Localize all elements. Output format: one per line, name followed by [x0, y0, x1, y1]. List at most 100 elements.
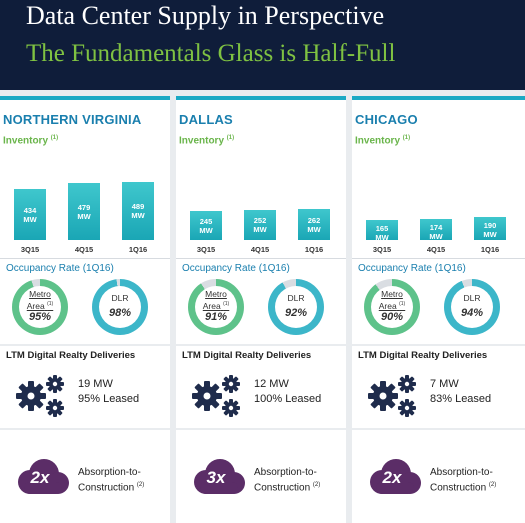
- occupancy-title: Occupancy Rate (1Q16): [182, 263, 290, 274]
- bar-category-label: 4Q15: [74, 245, 94, 254]
- gears-icon: [14, 372, 68, 420]
- metro-area-ring: Metro Area (1) 91%: [188, 279, 244, 335]
- absorption-label: Absorption-to-: [254, 467, 317, 478]
- metro-label: Metro: [381, 289, 403, 299]
- metro-area-ring: Metro Area (1) 90%: [364, 279, 420, 335]
- inventory-panel: NORTHERN VIRGINIA Inventory (1) 434 MW 3Q15 4…: [0, 96, 170, 260]
- ltm-mw-value: 19 MW: [78, 378, 113, 390]
- ltm-title: LTM Digital Realty Deliveries: [358, 350, 488, 361]
- bar-value-label: 489 MW: [131, 202, 145, 220]
- absorption-multiple: 2x: [382, 468, 402, 487]
- header-banner: Data Center Supply in Perspective The Fu…: [0, 0, 525, 90]
- inventory-bar-chart: 165 MW 3Q15 174 MW 4Q15 190 MW 1Q16: [352, 100, 525, 260]
- inventory-bar-chart: 245 MW 3Q15 252 MW 4Q15 262 MW 1Q16: [176, 100, 346, 260]
- occupancy-panel: Occupancy Rate (1Q16) Metro Area (1) 90% DLR…: [352, 258, 525, 344]
- inventory-panel: CHICAGO Inventory (1) 165 MW 3Q15 174 MW 4Q15 19…: [352, 96, 525, 260]
- area-label: Area (1): [202, 300, 230, 311]
- dlr-label: DLR: [463, 293, 481, 303]
- occupancy-title: Occupancy Rate (1Q16): [358, 263, 466, 274]
- construction-label: Construction (2): [430, 482, 497, 494]
- metro-label: Metro: [29, 289, 51, 299]
- occupancy-panel: Occupancy Rate (1Q16) Metro Area (1) 91% DLR…: [176, 258, 346, 344]
- dlr-ring: DLR 92%: [268, 279, 324, 335]
- absorption-multiple: 2x: [30, 468, 50, 487]
- market-name: DALLAS: [179, 112, 233, 127]
- dlr-occupancy-value: 94%: [460, 307, 484, 319]
- dlr-ring: DLR 98%: [92, 279, 148, 335]
- occupancy-title: Occupancy Rate (1Q16): [6, 263, 114, 274]
- bar-value-label: 165 MW: [375, 224, 389, 242]
- inventory-label: Inventory (1): [179, 135, 235, 147]
- inventory-bar: 252 MW: [244, 210, 276, 240]
- bar-category-label: 3Q15: [372, 245, 392, 254]
- area-label: Area (1): [26, 300, 54, 311]
- bar-category-label: 3Q15: [20, 245, 40, 254]
- inventory-bar: 434 MW: [14, 189, 46, 240]
- cloud-icon: [190, 458, 248, 498]
- inventory-label: Inventory (1): [3, 135, 59, 147]
- bar-category-label: 1Q16: [128, 245, 148, 254]
- bar-category-label: 3Q15: [196, 245, 216, 254]
- inventory-bar: 262 MW: [298, 209, 330, 240]
- absorption-multiple: 3x: [206, 468, 226, 487]
- gears-icon: [366, 372, 420, 420]
- bar-category-label: 4Q15: [426, 245, 446, 254]
- construction-label: Construction (2): [78, 482, 145, 494]
- page-subtitle: The Fundamentals Glass is Half-Full: [26, 40, 396, 67]
- dlr-label: DLR: [111, 293, 129, 303]
- absorption-label: Absorption-to-: [430, 467, 493, 478]
- absorption-panel: 3x Absorption-to- Construction (2): [176, 430, 346, 523]
- construction-label: Construction (2): [254, 482, 321, 494]
- occupancy-panel: Occupancy Rate (1Q16) Metro Area (1) 95% DLR…: [0, 258, 170, 344]
- ltm-leased-value: 100% Leased: [254, 393, 322, 405]
- metro-occupancy-value: 95%: [28, 311, 52, 323]
- inventory-bar: 165 MW: [366, 220, 398, 242]
- ltm-deliveries-panel: LTM Digital Realty Deliveries 7 MW 83% Lea…: [352, 346, 525, 428]
- bar-value-label: 434 MW: [23, 206, 37, 224]
- absorption-label: Absorption-to-: [78, 467, 141, 478]
- inventory-bar-chart: 434 MW 3Q15 479 MW 4Q15 489 MW 1Q16: [0, 100, 170, 260]
- market-name: NORTHERN VIRGINIA: [3, 112, 142, 127]
- absorption-panel: 2x Absorption-to- Construction (2): [352, 430, 525, 523]
- inventory-panel: DALLAS Inventory (1) 245 MW 3Q15 252 MW 4Q15 262…: [176, 96, 346, 260]
- cloud-icon: [366, 458, 424, 498]
- bar-value-label: 479 MW: [77, 203, 91, 221]
- area-label: Area (1): [378, 300, 406, 311]
- bar-value-label: 252 MW: [253, 216, 267, 234]
- ltm-title: LTM Digital Realty Deliveries: [182, 350, 312, 361]
- metro-label: Metro: [205, 289, 227, 299]
- ltm-deliveries-panel: LTM Digital Realty Deliveries 12 MW 100% L…: [176, 346, 346, 428]
- ltm-leased-value: 95% Leased: [78, 393, 140, 405]
- inventory-label: Inventory (1): [355, 135, 411, 147]
- bar-value-label: 174 MW: [429, 223, 443, 241]
- metro-area-ring: Metro Area (1) 95%: [12, 279, 68, 335]
- ltm-title: LTM Digital Realty Deliveries: [6, 350, 136, 361]
- inventory-bar: 174 MW: [420, 219, 452, 241]
- dlr-occupancy-value: 92%: [284, 307, 308, 319]
- inventory-bar: 479 MW: [68, 183, 100, 240]
- bar-category-label: 1Q16: [304, 245, 324, 254]
- gears-icon: [190, 372, 244, 420]
- ltm-leased-value: 83% Leased: [430, 393, 492, 405]
- market-column: DALLAS Inventory (1) 245 MW 3Q15 252 MW 4Q15 262…: [176, 90, 346, 523]
- ltm-mw-value: 12 MW: [254, 378, 289, 390]
- inventory-bar: 245 MW: [190, 211, 222, 240]
- dlr-occupancy-value: 98%: [108, 307, 132, 319]
- bar-value-label: 190 MW: [483, 221, 497, 239]
- metro-occupancy-value: 90%: [380, 311, 404, 323]
- market-column: NORTHERN VIRGINIA Inventory (1) 434 MW 3Q15 4…: [0, 90, 170, 523]
- ltm-deliveries-panel: LTM Digital Realty Deliveries 19 MW 95% Le…: [0, 346, 170, 428]
- bar-value-label: 245 MW: [199, 217, 213, 235]
- bar-value-label: 262 MW: [307, 216, 321, 234]
- absorption-panel: 2x Absorption-to- Construction (2): [0, 430, 170, 523]
- bar-category-label: 1Q16: [480, 245, 500, 254]
- market-name: CHICAGO: [355, 112, 418, 127]
- ltm-mw-value: 7 MW: [430, 378, 459, 390]
- page-title: Data Center Supply in Perspective: [26, 1, 385, 30]
- market-column: CHICAGO Inventory (1) 165 MW 3Q15 174 MW 4Q15 19…: [352, 90, 525, 523]
- dlr-label: DLR: [287, 293, 305, 303]
- dlr-ring: DLR 94%: [444, 279, 500, 335]
- inventory-bar: 489 MW: [122, 182, 154, 240]
- cloud-icon: [14, 458, 72, 498]
- metro-occupancy-value: 91%: [204, 311, 228, 323]
